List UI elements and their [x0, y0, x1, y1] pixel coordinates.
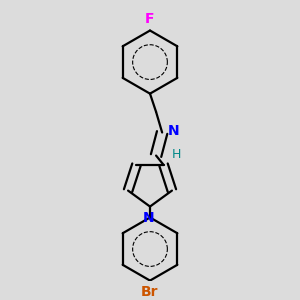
Text: N: N [168, 124, 180, 138]
Text: N: N [143, 211, 154, 225]
Text: Br: Br [141, 285, 159, 299]
Text: F: F [145, 12, 155, 26]
Text: H: H [172, 148, 181, 161]
